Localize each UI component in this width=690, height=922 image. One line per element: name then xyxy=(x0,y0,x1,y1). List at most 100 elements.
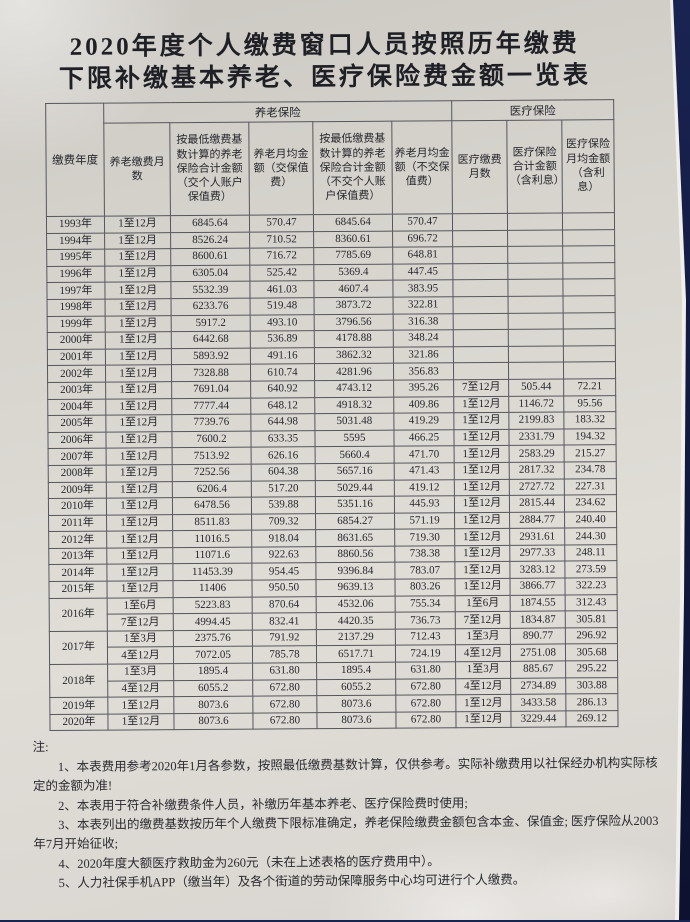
data-cell: 286.13 xyxy=(565,693,618,711)
year-cell: 2001年 xyxy=(47,348,106,366)
data-cell: 2751.08 xyxy=(510,644,566,662)
year-cell: 2010年 xyxy=(48,498,107,516)
data-cell: 7至12月 xyxy=(453,379,509,397)
col-header-pension-total-without: 按最低缴费基数计算的养老保险合计金额（不交个人账户保值费） xyxy=(312,121,393,215)
data-cell: 6478.56 xyxy=(172,497,252,515)
data-cell: 269.12 xyxy=(565,710,619,728)
data-cell: 672.80 xyxy=(395,678,456,696)
data-cell: 648.81 xyxy=(392,246,453,264)
data-cell: 1至12月 xyxy=(104,215,171,233)
data-cell: 1至12月 xyxy=(106,514,173,532)
year-cell: 2019年 xyxy=(49,697,108,715)
data-cell: 783.07 xyxy=(394,562,456,580)
year-cell: 2018年 xyxy=(49,664,108,698)
data-cell: 672.80 xyxy=(395,711,457,729)
data-cell: 4至12月 xyxy=(455,644,511,662)
data-cell xyxy=(452,229,508,247)
col-header-medical-monthly: 医疗保险月均金额（含利息） xyxy=(561,119,615,213)
data-cell xyxy=(563,361,616,379)
data-cell: 3873.72 xyxy=(314,297,394,315)
data-cell: 6845.64 xyxy=(313,214,393,232)
data-cell: 419.12 xyxy=(394,479,455,497)
data-cell: 305.68 xyxy=(565,644,618,661)
data-cell: 1834.87 xyxy=(510,611,566,629)
data-cell: 1至12月 xyxy=(105,298,172,316)
data-cell: 348.24 xyxy=(393,329,454,347)
data-cell: 1至12月 xyxy=(454,512,510,529)
year-cell: 2002年 xyxy=(47,365,106,383)
data-cell: 1至12月 xyxy=(105,414,172,432)
data-cell: 5031.48 xyxy=(314,413,394,431)
data-cell xyxy=(563,345,616,363)
data-cell: 2734.89 xyxy=(510,677,566,695)
data-cell: 305.81 xyxy=(565,610,618,628)
year-cell: 1995年 xyxy=(46,249,105,267)
data-cell xyxy=(453,346,509,364)
data-cell: 6233.76 xyxy=(171,298,251,316)
data-cell: 5351.16 xyxy=(315,496,395,514)
data-cell: 296.92 xyxy=(565,627,618,645)
year-cell: 1999年 xyxy=(47,315,106,333)
data-cell: 6442.68 xyxy=(171,331,251,349)
data-cell xyxy=(508,312,564,330)
data-cell: 95.56 xyxy=(563,395,616,413)
year-cell: 2004年 xyxy=(47,398,106,416)
data-cell xyxy=(508,329,564,347)
data-cell: 954.45 xyxy=(251,563,316,581)
title-line-1: 2020年度个人缴费窗口人员按照历年缴费 xyxy=(69,30,580,61)
data-cell: 505.44 xyxy=(508,378,564,396)
data-cell: 8600.61 xyxy=(170,248,250,266)
data-cell: 419.29 xyxy=(393,412,455,430)
data-cell: 755.34 xyxy=(395,595,456,613)
note-item-3: 3、本表列出的缴费基数按历年个人缴费下限标准确定，养老保险缴费金额包含本金、保值… xyxy=(33,813,659,852)
data-cell: 1至12月 xyxy=(105,431,173,449)
data-cell xyxy=(452,279,509,297)
data-cell: 4420.35 xyxy=(316,612,396,630)
data-cell: 7至12月 xyxy=(455,611,511,629)
data-cell: 1至12月 xyxy=(107,696,174,714)
year-cell: 2016年 xyxy=(49,597,108,632)
data-cell: 6305.04 xyxy=(170,264,250,283)
data-cell xyxy=(452,246,508,264)
data-cell: 672.80 xyxy=(252,679,317,697)
data-cell: 7739.76 xyxy=(171,414,251,432)
data-cell: 273.59 xyxy=(564,561,618,579)
year-cell: 1997年 xyxy=(46,282,106,300)
data-cell: 8360.61 xyxy=(313,230,393,248)
data-cell: 696.72 xyxy=(392,230,453,248)
year-cell: 1993年 xyxy=(46,216,105,234)
data-cell: 312.43 xyxy=(565,594,618,612)
data-cell: 1至12月 xyxy=(105,315,172,333)
col-header-pension-monthly-with: 养老月均金额（交保值费） xyxy=(248,121,314,216)
data-cell: 803.26 xyxy=(394,578,456,596)
data-cell: 1至12月 xyxy=(454,462,510,480)
data-cell xyxy=(507,279,564,297)
data-cell xyxy=(453,312,509,330)
data-cell: 1至6月 xyxy=(455,594,511,612)
data-cell: 6517.71 xyxy=(316,645,396,663)
data-cell: 295.22 xyxy=(565,660,618,678)
data-cell: 8631.65 xyxy=(315,529,395,547)
contribution-table: 缴费年度 养老保险 医疗保险 养老缴费月数 按最低缴费基数计算的养老保险合计金额… xyxy=(45,99,619,731)
data-cell xyxy=(507,212,563,230)
data-cell: 447.45 xyxy=(392,263,453,281)
data-cell xyxy=(507,229,563,247)
data-cell: 644.98 xyxy=(250,413,315,431)
group-header-medical: 医疗保险 xyxy=(451,99,614,121)
data-cell: 1至12月 xyxy=(106,497,173,515)
data-cell: 672.80 xyxy=(252,712,318,730)
data-cell: 922.63 xyxy=(251,546,316,564)
data-cell: 8073.6 xyxy=(316,695,396,713)
data-cell: 1874.55 xyxy=(510,594,566,612)
data-cell: 1至12月 xyxy=(106,564,173,582)
data-cell: 1至12月 xyxy=(105,348,172,366)
year-cell: 2015年 xyxy=(48,581,108,599)
data-cell: 4607.4 xyxy=(313,280,394,298)
data-cell: 1146.72 xyxy=(508,395,564,413)
year-cell: 2017年 xyxy=(49,630,108,665)
data-cell: 8511.83 xyxy=(172,513,252,531)
data-cell: 1至12月 xyxy=(455,694,511,712)
data-cell xyxy=(563,312,616,330)
